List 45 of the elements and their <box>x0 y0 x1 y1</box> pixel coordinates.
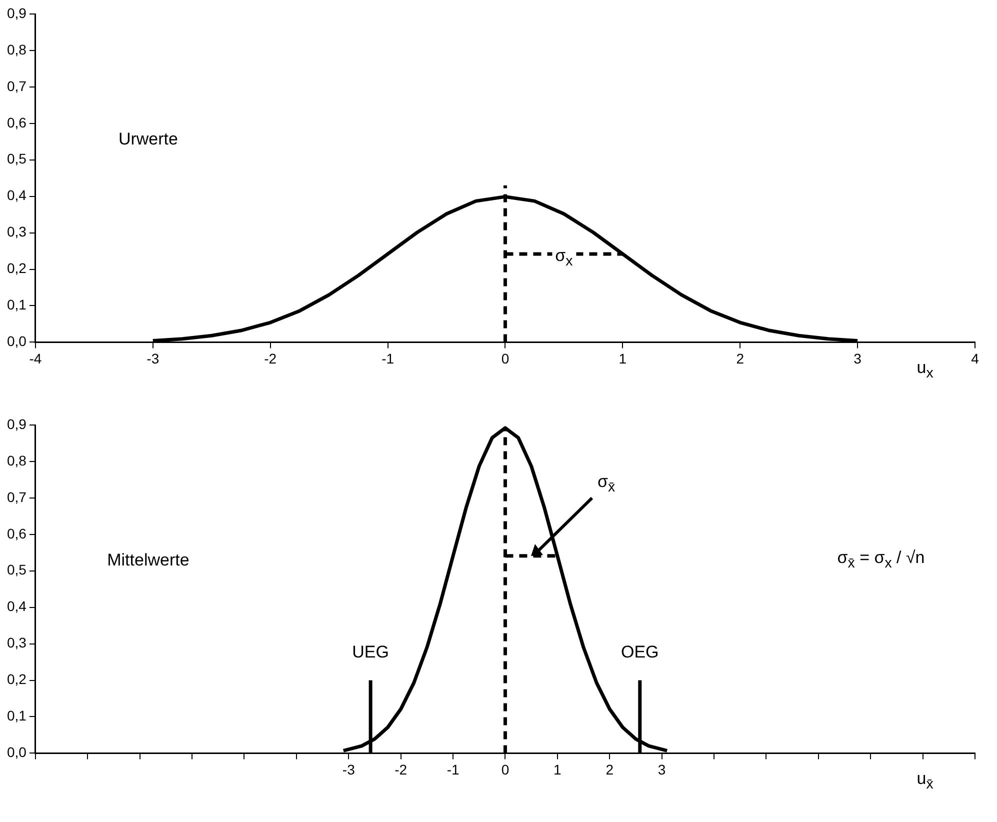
x-tick-label: 3 <box>854 350 862 366</box>
x-tick-label: 3 <box>658 761 666 778</box>
annotation: σ$_{x̄}$ <box>598 472 616 496</box>
x-tick-label: 1 <box>554 761 562 778</box>
x-tick-label: 0 <box>501 350 510 366</box>
y-tick-label: 0,8 <box>6 452 27 468</box>
y-tick-label: 0,4 <box>6 187 27 204</box>
x-tick-label: -3 <box>342 761 356 778</box>
y-tick-label: 0,8 <box>6 41 27 58</box>
y-tick-label: 0,7 <box>6 78 27 94</box>
y-tick-label: 0,6 <box>6 525 27 542</box>
x-tick-label: 4 <box>971 350 980 366</box>
x-tick-label: -3 <box>146 350 160 366</box>
y-tick-label: 0,1 <box>6 296 27 313</box>
x-tick-label: 2 <box>606 761 614 778</box>
x-tick-label: -1 <box>446 761 460 778</box>
y-tick-label: 0,0 <box>6 744 27 760</box>
annotation: Urwerte <box>118 129 178 148</box>
y-tick-label: 0,3 <box>6 224 27 240</box>
x-axis-title: u$_{x}$ <box>916 358 934 382</box>
x-axis-title: u$_{x̄}$ <box>916 769 934 793</box>
x-tick-label: -1 <box>382 350 394 366</box>
x-tick-label: -4 <box>29 350 42 366</box>
x-tick-label: 1 <box>618 350 627 366</box>
y-tick-label: 0,4 <box>6 598 27 614</box>
y-tick-label: 0,6 <box>6 114 27 130</box>
y-tick-label: 0,1 <box>6 708 27 724</box>
annotation: σ$_{x̄}$ = σ$_{x}$ / √n <box>837 548 925 572</box>
y-tick-label: 0,5 <box>6 562 27 578</box>
series-label: OEG <box>620 642 659 662</box>
y-tick-label: 0,9 <box>6 4 27 21</box>
y-tick-label: 0,2 <box>6 260 27 276</box>
x-tick-label: -2 <box>264 350 277 366</box>
x-tick-label: 2 <box>736 350 744 366</box>
y-tick-label: 0,0 <box>6 333 27 350</box>
y-tick-label: 0,2 <box>6 671 27 688</box>
x-tick-label: 0 <box>501 761 510 778</box>
y-tick-label: 0,7 <box>6 488 27 505</box>
x-tick-label: -2 <box>394 761 408 778</box>
annotation: Mittelwerte <box>107 550 190 570</box>
y-tick-label: 0,5 <box>6 150 27 167</box>
series-label: UEG <box>352 642 389 662</box>
y-tick-label: 0,9 <box>6 416 27 432</box>
y-tick-label: 0,3 <box>6 634 27 651</box>
annotation: σ$_{x}$ <box>552 246 576 270</box>
